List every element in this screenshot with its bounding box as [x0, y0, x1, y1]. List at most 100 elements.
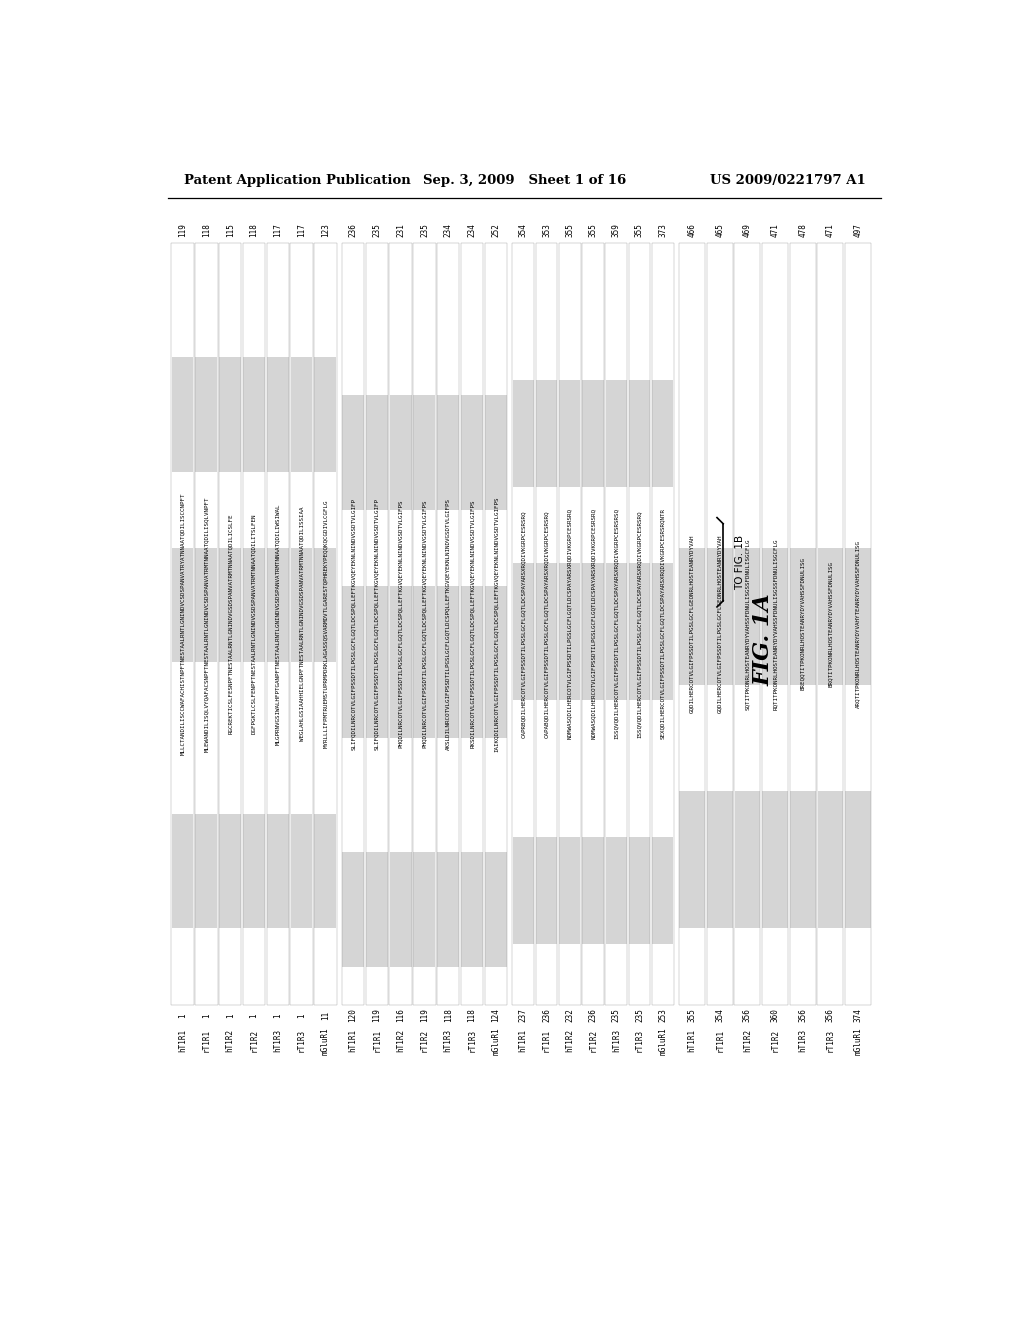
Text: 355: 355	[687, 1008, 696, 1023]
Bar	[734, 243, 761, 1005]
Bar	[172, 548, 194, 661]
Bar	[414, 243, 435, 1005]
Text: hT1R3: hT1R3	[443, 1030, 453, 1052]
Bar	[485, 586, 507, 738]
Bar	[291, 548, 312, 661]
Bar	[390, 396, 412, 510]
Text: Sep. 3, 2009   Sheet 1 of 16: Sep. 3, 2009 Sheet 1 of 16	[423, 174, 627, 187]
Bar	[734, 548, 760, 685]
Bar	[536, 243, 557, 1005]
Bar	[845, 243, 871, 1005]
Text: BREQQTITPKONRLHOSTEANRYDYVAHSSFDNULISG: BREQQTITPKONRLHOSTEANRYDYVAHSSFDNULISG	[801, 557, 805, 690]
Bar	[196, 243, 217, 1005]
Text: 236: 236	[542, 1008, 551, 1023]
Text: 466: 466	[687, 223, 696, 238]
Text: rT1R2: rT1R2	[771, 1030, 779, 1052]
Bar	[629, 837, 650, 944]
Bar	[605, 380, 627, 487]
Text: 119: 119	[178, 223, 187, 238]
Text: 355: 355	[635, 223, 644, 238]
Text: mGluR1: mGluR1	[658, 1027, 668, 1055]
Bar	[461, 396, 483, 510]
Bar	[342, 586, 364, 738]
Bar	[762, 243, 788, 1005]
Text: SEXQDILHERCOTVLGIFPSSDTILPGSLGCFLGQTLDCSPAYARSXRQDIVKGRPCESRSRQNTR: SEXQDILHERCOTVLGIFPSSDTILPGSLGCFLGQTLDCS…	[660, 508, 666, 739]
Bar	[243, 358, 265, 471]
Text: 359: 359	[611, 223, 621, 238]
Text: 471: 471	[826, 223, 835, 238]
Text: hT1R1: hT1R1	[178, 1030, 187, 1052]
Bar	[243, 814, 265, 928]
Text: 118: 118	[443, 1008, 453, 1023]
Text: 252: 252	[492, 223, 501, 238]
Bar	[817, 243, 844, 1005]
Text: rT1R1: rT1R1	[202, 1030, 211, 1052]
Bar	[172, 814, 194, 928]
Bar	[559, 380, 581, 487]
Bar	[629, 380, 650, 487]
Bar	[679, 792, 705, 928]
Bar	[583, 562, 604, 700]
Text: 353: 353	[542, 223, 551, 238]
Text: hT1R2: hT1R2	[565, 1030, 574, 1052]
Text: rT1R3: rT1R3	[297, 1030, 306, 1052]
Bar	[267, 548, 289, 661]
Text: rT1R1: rT1R1	[716, 1030, 724, 1052]
Text: 469: 469	[743, 223, 752, 238]
Text: 118: 118	[250, 223, 258, 238]
Bar	[583, 837, 604, 944]
Text: hT1R2: hT1R2	[225, 1030, 234, 1052]
Text: SLIFQDILNRCOTVLGIFPSSDTILPGSLGCFLGQTLDCSPQLLEFTKGVQEYEKNLNINDVGSDTVLGIFP: SLIFQDILNRCOTVLGIFPSSDTILPGSLGCFLGQTLDCS…	[375, 498, 379, 750]
Bar	[652, 380, 674, 487]
Bar	[414, 586, 435, 738]
Bar	[366, 586, 388, 738]
Text: 373: 373	[658, 223, 668, 238]
Bar	[414, 853, 435, 966]
Bar	[196, 548, 217, 661]
Bar	[559, 562, 581, 700]
Text: 355: 355	[589, 223, 597, 238]
Text: rT1R3: rT1R3	[826, 1030, 835, 1052]
Bar	[172, 358, 194, 471]
Text: 356: 356	[826, 1008, 835, 1023]
Bar	[629, 243, 650, 1005]
Bar	[291, 358, 312, 471]
Bar	[484, 243, 507, 1005]
Text: PHQDILNRCOTVLGIFPSSDTILPGSLGCFLGQTLDCSPQLLEFTKGVQEYEKNLNINDVGSDTVLGIFPS: PHQDILNRCOTVLGIFPSSDTILPGSLGCFLGQTLDCSPQ…	[422, 499, 427, 748]
Text: GQDILHERCOTVLGIFPSSDTILPGSLGCFLGEONRLHOSTEANRYDYVAH: GQDILHERCOTVLGIFPSSDTILPGSLGCFLGEONRLHOS…	[689, 535, 694, 713]
Text: 478: 478	[799, 223, 807, 238]
Text: 235: 235	[420, 223, 429, 238]
Text: Patent Application Publication: Patent Application Publication	[183, 174, 411, 187]
Text: 1: 1	[202, 1012, 211, 1018]
Text: 354: 354	[519, 223, 527, 238]
Text: rT1R1: rT1R1	[542, 1030, 551, 1052]
Text: rT1R2: rT1R2	[420, 1030, 429, 1052]
Bar	[267, 358, 289, 471]
Text: rT1R2: rT1R2	[250, 1030, 258, 1052]
Text: mGluR1: mGluR1	[854, 1027, 862, 1055]
Bar	[652, 243, 674, 1005]
Bar	[366, 243, 388, 1005]
Text: 360: 360	[771, 1008, 779, 1023]
Bar	[559, 243, 581, 1005]
Text: 119: 119	[420, 1008, 429, 1023]
Bar	[707, 243, 733, 1005]
Bar	[196, 358, 217, 471]
Bar	[291, 814, 312, 928]
Text: 237: 237	[519, 1008, 527, 1023]
Bar	[605, 562, 627, 700]
Text: WEGLAHLGSIAAHHIELGNPFTNESTAALRNTLGNINDVGSDSPANVATRMTNNAATQDILISSIAA: WEGLAHLGSIAAHHIELGNPFTNESTAALRNTLGNINDVG…	[299, 507, 304, 741]
Bar	[605, 243, 627, 1005]
Bar	[219, 548, 241, 661]
Text: NOMWASQDILHERCOTVLGIFPSSDTILPGSLGCFLGQTLDCSPAYARSXRQDIVKGRPCESRSRQ: NOMWASQDILHERCOTVLGIFPSSDTILPGSLGCFLGQTL…	[591, 508, 596, 739]
Text: AKSLDILNRCOTVLGIFPSSDTILPGSLGCFLGQTLDCSPQLLEFTKGVQEYEKNLNINDVGSDTVLGIFPS: AKSLDILNRCOTVLGIFPSSDTILPGSLGCFLGQTLDCSP…	[445, 498, 451, 750]
Bar	[171, 243, 194, 1005]
Bar	[342, 853, 364, 966]
Text: IAIKQDILNRCOTVLGIFPSSDTILPGSLGCFLGQTLDCSPQLLEFTKGVQEYEKNLNINDVGSDTVLGIFPS: IAIKQDILNRCOTVLGIFPSSDTILPGSLGCFLGQTLDCS…	[494, 496, 499, 751]
Bar	[389, 243, 412, 1005]
Text: 124: 124	[492, 1008, 501, 1023]
Bar	[366, 853, 388, 966]
Text: 231: 231	[396, 223, 406, 238]
Text: 235: 235	[373, 223, 381, 238]
Text: 236: 236	[348, 223, 357, 238]
